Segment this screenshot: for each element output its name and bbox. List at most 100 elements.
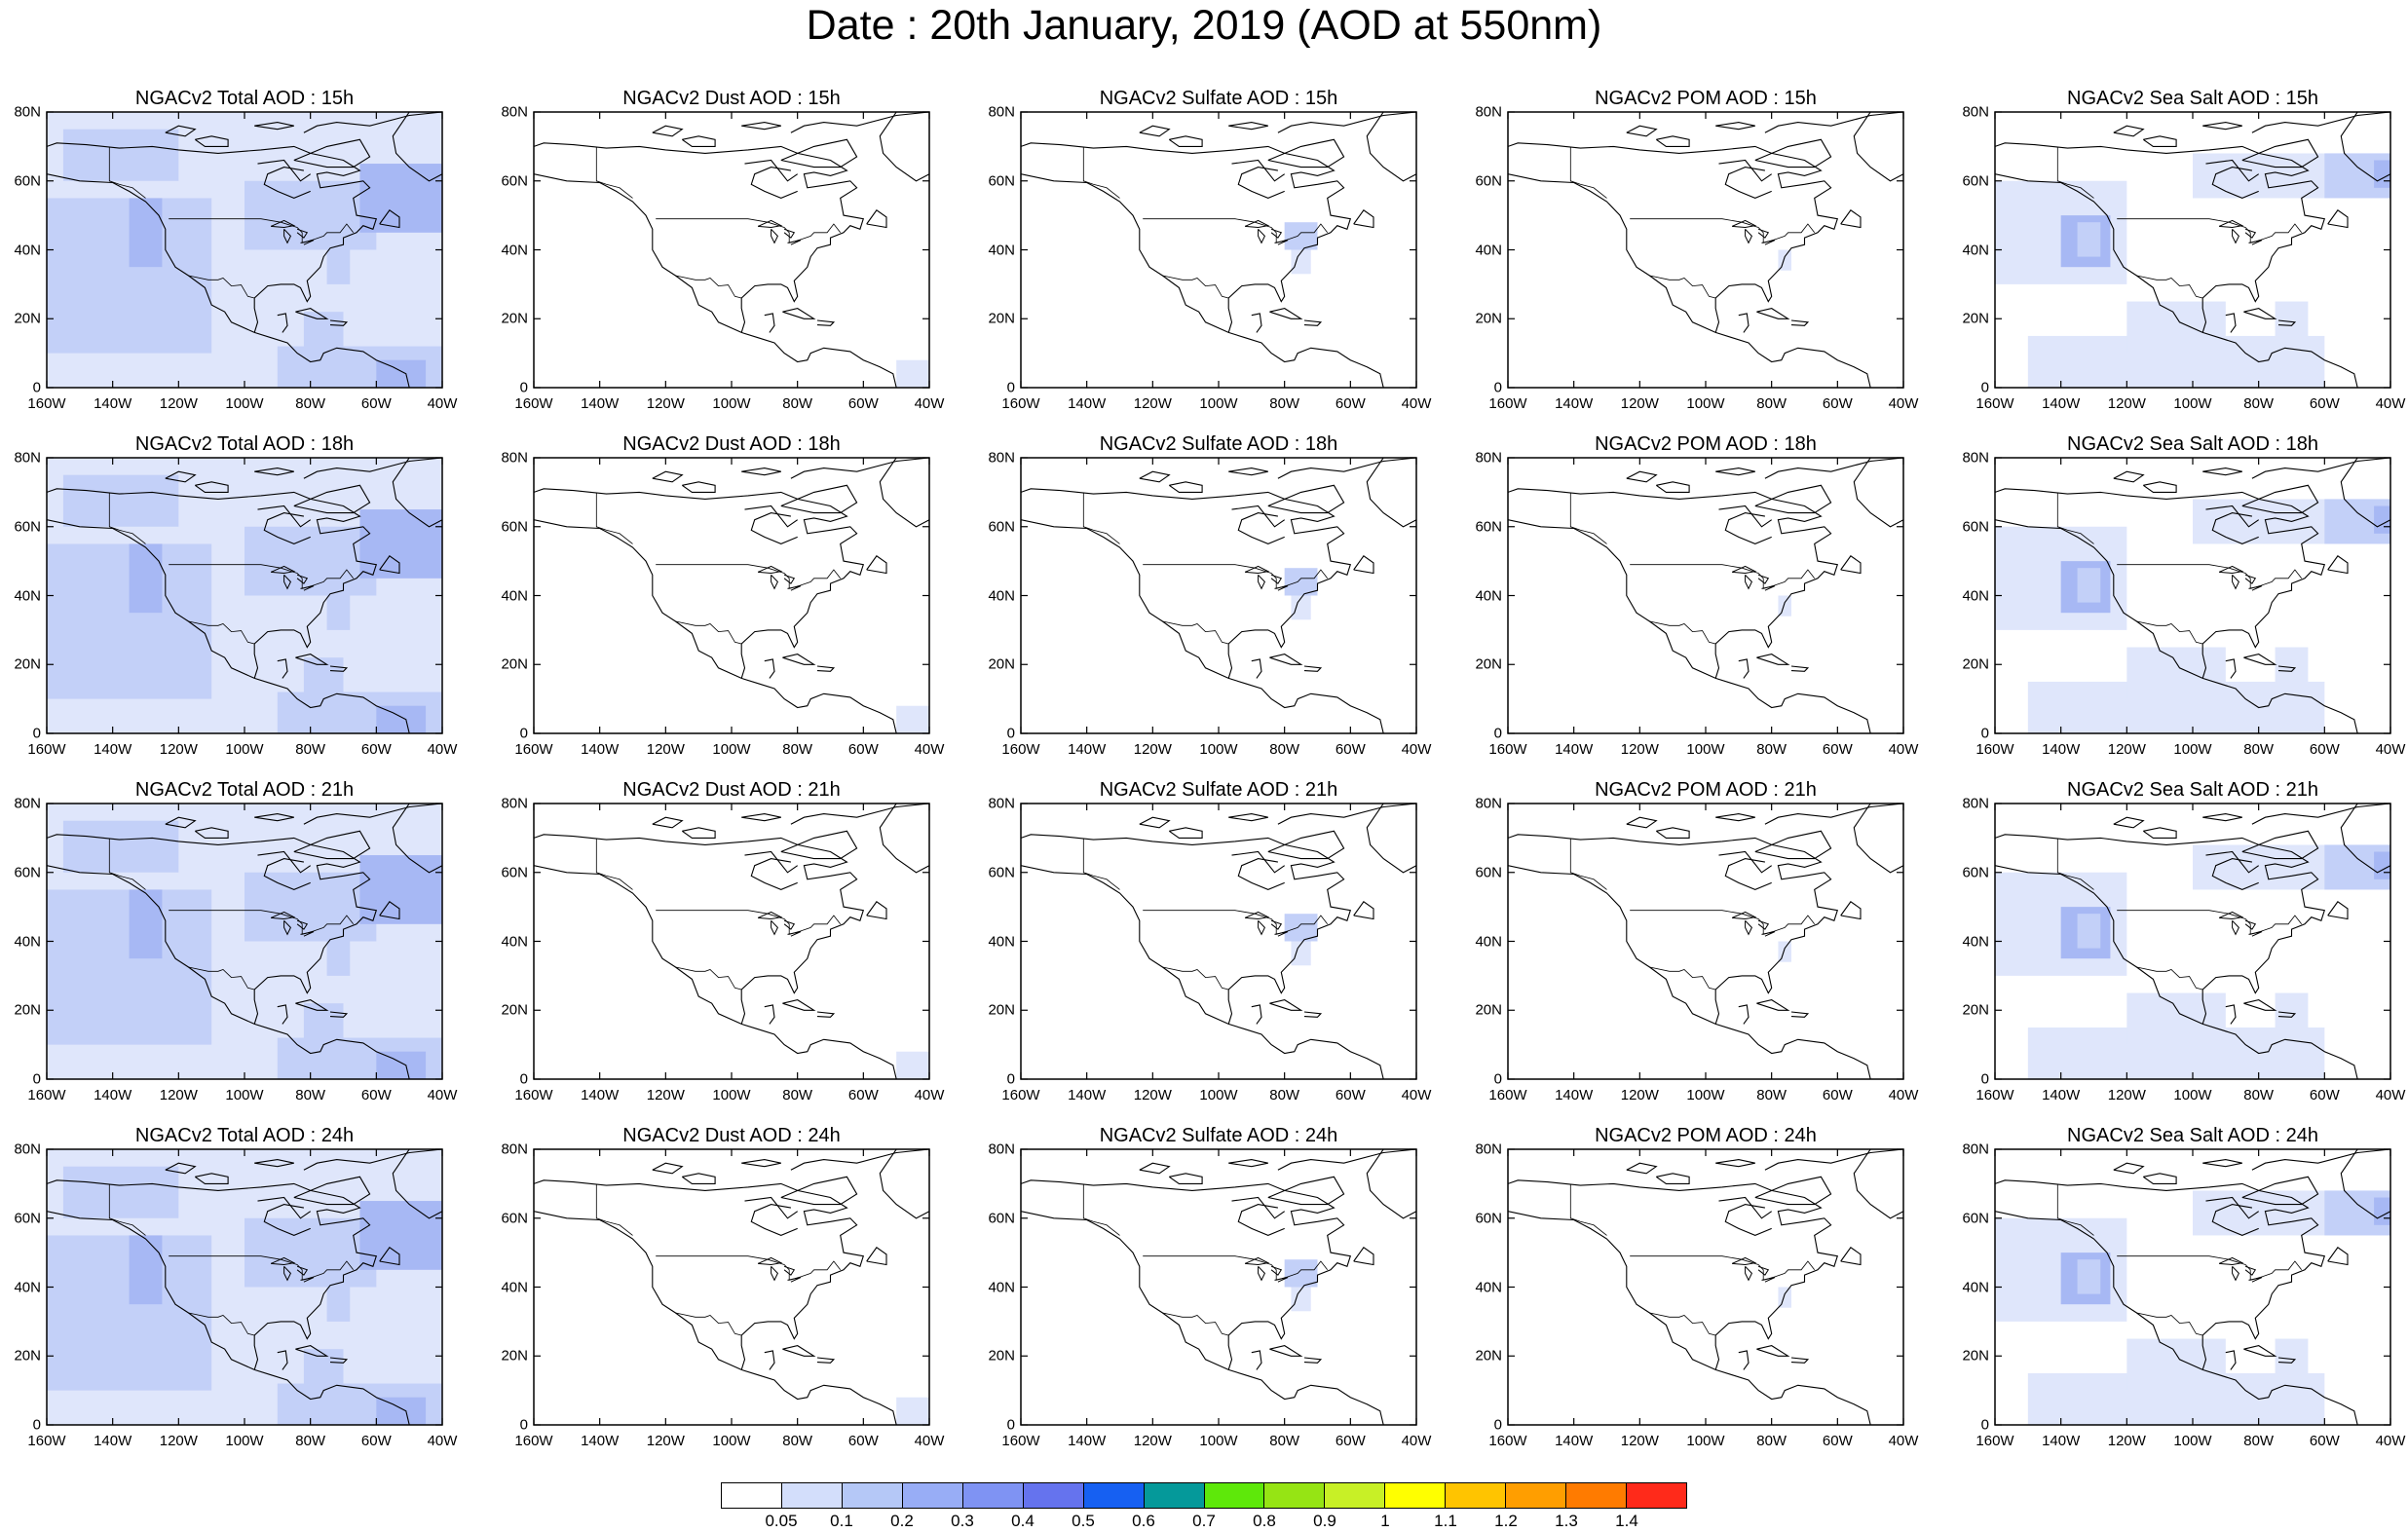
coastline (2225, 1004, 2237, 1025)
coastline (303, 804, 442, 825)
country-border (675, 966, 742, 991)
lat-tick-label: 60N (1475, 1210, 1502, 1227)
coastline (1738, 658, 1750, 679)
colorbar-label: 0.2 (890, 1512, 914, 1530)
coastline (1168, 481, 1203, 493)
coastline (1718, 159, 1773, 182)
country-border (2056, 1184, 2094, 1236)
coastline (1168, 135, 1203, 147)
coastline (303, 1149, 442, 1171)
map-frame (533, 1148, 930, 1426)
country-border (1569, 1184, 1607, 1236)
coastline (2243, 1345, 2277, 1357)
lon-tick-label: 160W (514, 741, 553, 758)
lat-tick-label: 80N (988, 103, 1015, 121)
lon-tick-label: 120W (646, 1087, 685, 1103)
coastline (790, 1149, 929, 1171)
coastline (741, 1159, 781, 1168)
coastline (1231, 1196, 1286, 1219)
aod-patch (2374, 505, 2390, 534)
colorbar-label: 0.4 (1011, 1512, 1035, 1530)
lat-tick-label: 0 (32, 379, 41, 396)
lake-outline (1757, 919, 1770, 930)
country-border (2136, 275, 2203, 299)
lon-tick-label: 120W (1133, 1433, 1172, 1449)
coastline (1237, 167, 1285, 199)
country-border (1649, 620, 1716, 645)
country-border (2056, 839, 2094, 890)
coastline (879, 458, 929, 528)
colorbar-swatch (1627, 1483, 1686, 1508)
coastline (652, 816, 684, 829)
coastline (1021, 1211, 1384, 1425)
lat-tick-label: 80N (988, 795, 1015, 812)
coastline (47, 488, 378, 679)
aod-map (1507, 457, 1904, 734)
coastline (2113, 470, 2145, 483)
coastline (1790, 319, 1810, 326)
aod-patch (326, 232, 351, 284)
lat-tick-label: 40N (14, 587, 41, 604)
aod-map (533, 803, 930, 1080)
map-panel-total-24h: NGACv2 Total AOD : 24h 80N 60N 40N 20N 0 160W 1… (0, 1125, 487, 1510)
colorbar-swatch (1446, 1483, 1507, 1508)
coastline (194, 481, 229, 493)
aod-patch (2077, 568, 2101, 603)
lat-tick-label: 20N (14, 655, 41, 673)
coastline (165, 125, 197, 137)
lon-tick-label: 100W (2173, 1087, 2212, 1103)
lon-tick-label: 160W (27, 741, 66, 758)
map-frame (1507, 803, 1904, 1080)
lat-tick-label: 0 (1980, 725, 1989, 742)
panel-title: NGACv2 POM AOD : 24h (1595, 1125, 1817, 1146)
lat-tick-label: 60N (14, 172, 41, 190)
coastline (750, 512, 798, 544)
lat-tick-label: 20N (1475, 655, 1502, 673)
lon-tick-label: 140W (581, 741, 620, 758)
lon-tick-label: 40W (427, 395, 458, 412)
coastline (2142, 1173, 2177, 1184)
coastline (1756, 308, 1790, 319)
coastline (1626, 816, 1658, 829)
country-border (188, 275, 255, 299)
coastline (652, 125, 684, 137)
lat-tick-label: 80N (14, 1140, 41, 1158)
lat-tick-label: 0 (1006, 1416, 1015, 1434)
coastline (1718, 505, 1773, 528)
lon-tick-label: 80W (1269, 741, 1300, 758)
map-frame (1507, 1148, 1904, 1426)
lat-tick-label: 40N (1962, 242, 1989, 258)
coastline (2113, 816, 2145, 829)
coastline (744, 505, 799, 528)
coastline (1995, 519, 2358, 733)
coastline (194, 1173, 229, 1184)
lat-tick-label: 40N (1475, 587, 1502, 604)
lake-outline (296, 228, 309, 239)
lon-tick-label: 120W (1620, 1087, 1659, 1103)
lon-tick-label: 80W (782, 741, 813, 758)
lon-tick-label: 80W (295, 1433, 326, 1449)
coastline (1508, 1211, 1871, 1425)
coastline (1277, 112, 1416, 133)
colorbar-swatch (1506, 1483, 1567, 1508)
aod-map (46, 803, 443, 1080)
lon-tick-label: 120W (1133, 395, 1172, 412)
coastline (277, 658, 288, 679)
country-border (1143, 218, 1329, 243)
lon-tick-label: 80W (1756, 395, 1787, 412)
aod-patch (303, 1003, 344, 1045)
coastline (681, 135, 716, 147)
aod-patch (896, 1397, 929, 1425)
country-border (595, 1184, 633, 1236)
lon-tick-label: 80W (295, 741, 326, 758)
coastline (2113, 125, 2145, 137)
coastline (1366, 112, 1416, 182)
map-frame (1020, 803, 1417, 1080)
coastline (2211, 1204, 2259, 1236)
coastline (790, 458, 929, 479)
lon-tick-label: 80W (2243, 395, 2275, 412)
coastline (47, 173, 410, 388)
aod-patch (2077, 914, 2101, 949)
coastline (681, 481, 716, 493)
aod-patch (1284, 222, 1318, 250)
